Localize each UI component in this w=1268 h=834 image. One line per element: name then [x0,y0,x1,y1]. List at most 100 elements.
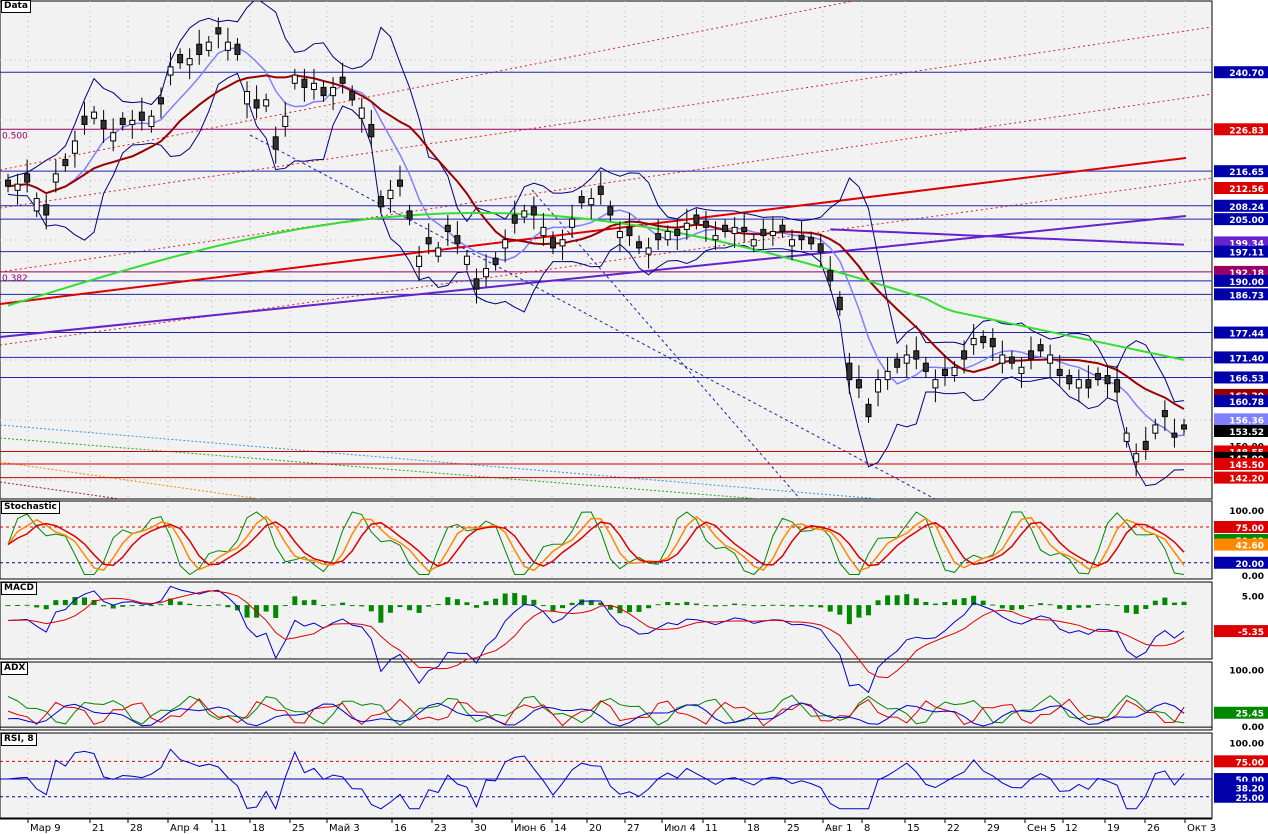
candle [397,179,403,187]
candle [186,58,193,66]
candle [463,255,470,265]
candle [339,76,346,84]
macd-histogram-bar [952,599,958,606]
candle [798,235,805,241]
macd-histogram-bar [856,605,862,618]
macd-histogram-bar [1076,605,1082,608]
candle [626,226,633,237]
candle [224,41,231,51]
macd-histogram-bar [177,601,183,606]
macd-histogram-bar [5,605,11,607]
x-axis-label: 25 [292,823,305,834]
x-axis-label: 22 [947,823,960,834]
macd-histogram-bar [359,605,365,607]
macd-histogram-bar [818,605,824,608]
candle [1161,410,1168,418]
candle [1066,375,1073,385]
candle [760,228,767,237]
candle [234,43,241,56]
macd-histogram-bar [971,595,977,606]
macd-histogram-bar [607,605,613,610]
macd-histogram-bar [340,602,346,606]
macd-histogram-bar [674,603,680,606]
fib-label: 0.382 [2,274,28,284]
macd-line [7,585,1185,694]
candle [702,220,709,228]
macd-histogram-bar [923,601,929,606]
macd-histogram-bar [282,605,288,607]
x-axis-label: 11 [705,823,718,834]
macd-histogram-bar [1143,605,1149,609]
x-axis-label: 14 [554,823,567,834]
fan-line-red [0,1,856,171]
candle [425,237,432,245]
price-tag-bg [1214,66,1268,79]
candle [387,189,394,200]
macd-histogram-bar [1124,605,1130,613]
fib-label: 0.500 [2,131,28,141]
candle [1123,432,1130,442]
x-axis-label: 25 [787,823,800,834]
macd-histogram-bar [980,600,986,606]
candle [263,99,270,107]
price-tag-bg [1214,458,1268,471]
stoch-tick-label: 0.00 [1242,572,1264,582]
macd-histogram-bar [665,601,671,606]
candle [1181,424,1187,430]
macd-histogram-bar [301,600,307,606]
moving-average-red [7,74,1185,410]
price-tag-bg [1214,425,1268,438]
macd-histogram-bar [435,604,441,606]
rsi-tick-label: 100.00 [1229,740,1264,750]
candle [932,379,939,389]
candle [310,82,317,90]
candle [406,210,413,220]
candle [731,226,738,235]
moving-average-green [7,212,1185,361]
macd-histogram-bar [1057,605,1063,609]
macd-histogram-bar [129,605,135,607]
price-tag-bg [1214,413,1268,426]
fan-line-blue [531,189,801,499]
candle [789,239,795,247]
fan-line-cyan [0,424,881,499]
macd-histogram-bar [770,604,776,606]
stoch-level-label: 20.00 [1236,560,1264,570]
candle [1028,350,1035,360]
macd-histogram-bar [693,603,699,606]
macd-histogram-bar [713,605,719,607]
candle [999,354,1006,364]
macd-histogram-bar [206,605,212,607]
macd-histogram-bar [464,602,470,606]
macd-histogram-bar [1162,597,1168,606]
macd-histogram-bar [579,599,585,606]
candle [607,206,614,216]
x-axis-label: 29 [987,823,1000,834]
candle [62,158,69,167]
rsi-level-label: 75.00 [1236,758,1264,768]
candle [511,214,518,224]
candle [549,237,556,249]
macd-histogram-bar [875,600,881,606]
macd-histogram-bar [168,598,174,606]
candle [1047,354,1054,364]
candle [1075,379,1082,389]
macd-histogram-bar [158,604,164,606]
price-tag-bg [1214,371,1268,384]
macd-histogram-bar [837,605,843,615]
rsi-panel-title: RSI, 8 [1,733,37,746]
main-plot [0,1,1212,499]
candle [827,270,834,282]
macd-histogram-bar [779,604,785,606]
macd-histogram-bar [473,605,479,608]
x-axis-label: 26 [1147,823,1160,834]
candle [1094,372,1101,381]
macd-histogram-bar [512,593,518,606]
candle [616,230,623,239]
macd-histogram-bar [808,605,814,607]
x-axis-label: 30 [474,823,487,834]
macd-histogram-bar [942,602,948,606]
price-tag-bg [1214,471,1268,484]
price-tag-bg [1214,288,1268,301]
candle [855,379,862,389]
